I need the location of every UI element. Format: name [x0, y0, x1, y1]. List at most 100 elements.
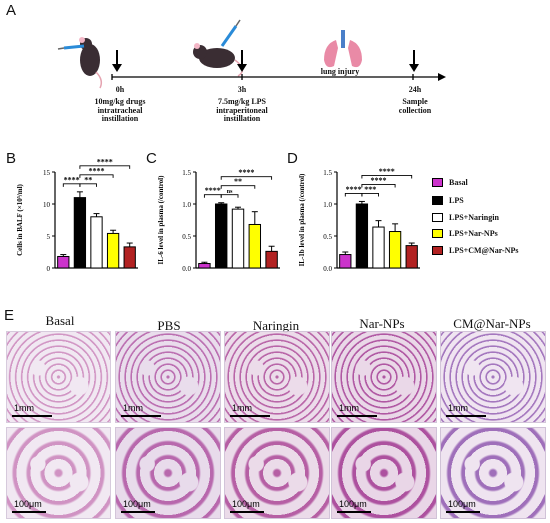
- significance-bracket: [220, 176, 273, 180]
- legend-item: LPS+Naringin: [432, 211, 499, 223]
- legend-swatch: [432, 228, 443, 238]
- significance-label: **: [84, 175, 92, 184]
- scale-bar-label: 1mm: [448, 403, 468, 413]
- bar: [405, 245, 418, 269]
- timepoint-time: 24h: [408, 85, 422, 94]
- legend-label: LPS+Nar-NPs: [449, 228, 498, 238]
- significance-label: ****: [97, 157, 113, 166]
- histology-image: [224, 427, 330, 519]
- scale-bar-label: 100μm: [14, 499, 42, 509]
- timepoint-arrow-0h: [112, 50, 122, 72]
- significance-label: ****: [379, 167, 395, 176]
- scale-bar: [337, 415, 377, 417]
- scale-bar-label: 100μm: [339, 499, 367, 509]
- histology-image: [440, 427, 546, 519]
- significance-label: ****: [238, 168, 254, 177]
- histology-image: [331, 427, 437, 519]
- significance-bracket: [361, 183, 396, 188]
- panel-label-a: A: [6, 2, 17, 19]
- scale-bar-label: 100μm: [123, 499, 151, 509]
- timepoint-time: 3h: [237, 85, 247, 94]
- scale-bar: [121, 415, 161, 417]
- scale-bar-label: 1mm: [232, 403, 252, 413]
- bar: [198, 263, 211, 269]
- timepoint-24h: 24h Sample collection: [380, 85, 450, 115]
- timepoint-arrow-24h: [409, 50, 419, 72]
- bar: [231, 208, 245, 269]
- legend-item: LPS+Nar-NPs: [432, 227, 498, 239]
- bar: [106, 232, 120, 269]
- bar: [57, 255, 70, 269]
- significance-bracket: [79, 183, 97, 187]
- y-axis-label: Cells in BALF (×10⁵/ml): [16, 183, 24, 255]
- y-axis-label: IL-1b level in plasma (/control): [298, 173, 306, 266]
- scale-bar: [230, 511, 264, 513]
- y-tick-label: 1.0: [323, 201, 332, 209]
- scale-bar-label: 1mm: [123, 403, 143, 413]
- legend-label: Basal: [449, 177, 468, 187]
- significance-bracket: [361, 192, 379, 197]
- significance-label: **: [234, 177, 242, 186]
- timepoint-desc: intraperitoneal: [216, 105, 268, 115]
- significance-bracket: [361, 174, 413, 179]
- y-tick-label: 1.0: [182, 201, 191, 209]
- y-tick-label: 0: [47, 265, 51, 273]
- legend-item: LPS+CM@Nar-NPs: [432, 244, 518, 256]
- significance-label: ****: [64, 175, 80, 184]
- legend-label: LPS: [449, 195, 464, 205]
- bar: [355, 203, 369, 269]
- timeline-panel: [57, 19, 446, 89]
- bar: [214, 203, 228, 269]
- scale-bar: [337, 511, 371, 513]
- bar: [248, 223, 262, 269]
- column-title-cm-nar-nps: CM@Nar-NPs: [453, 316, 531, 331]
- column-title-naringin: Naringin: [252, 318, 300, 333]
- lung-injury-label: lung injury: [320, 67, 360, 76]
- bar: [339, 254, 352, 269]
- timepoint-desc: collection: [398, 105, 432, 115]
- timepoint-desc: 10mg/kg drugs: [94, 96, 146, 106]
- legend-swatch: [432, 245, 443, 255]
- timepoint-desc: intratracheal: [97, 105, 143, 115]
- y-axis-label: IL-6 level in plasma (/control): [157, 175, 165, 265]
- bar: [265, 250, 278, 269]
- timepoint-desc: instillation: [223, 114, 261, 124]
- significance-label: ns: [227, 189, 233, 195]
- column-title-nar-nps: Nar-NPs: [359, 316, 405, 331]
- histology-image: [6, 427, 111, 519]
- significance-bracket: [79, 165, 131, 169]
- column-title-pbs: PBS: [157, 318, 181, 333]
- panel-label-e: E: [4, 307, 15, 324]
- bar: [123, 246, 136, 269]
- y-tick-label: 0.0: [323, 265, 332, 273]
- timepoint-desc: instillation: [101, 114, 139, 124]
- y-tick-label: 0.5: [182, 233, 191, 241]
- scale-bar: [12, 415, 52, 417]
- y-tick-label: 0.0: [182, 265, 191, 273]
- legend-label: LPS+Naringin: [449, 212, 499, 222]
- bar: [372, 226, 385, 269]
- significance-bracket: [79, 174, 114, 178]
- legend-swatch: [432, 177, 443, 187]
- timepoint-desc: 7.5mg/kg LPS: [217, 96, 266, 106]
- y-tick-label: 15: [43, 169, 51, 177]
- panel-label-b: B: [6, 150, 17, 167]
- timepoint-desc: Sample: [402, 96, 428, 106]
- scale-bar-label: 1mm: [14, 403, 34, 413]
- legend-item: Basal: [432, 176, 468, 188]
- histology-image: [224, 331, 330, 423]
- scale-bar: [12, 511, 46, 513]
- scale-bar: [121, 511, 155, 513]
- timepoint-arrow-3h: [237, 50, 247, 72]
- significance-label: ****: [346, 185, 362, 194]
- legend-swatch: [432, 212, 443, 222]
- significance-bracket: [220, 194, 239, 198]
- y-tick-label: 1.5: [182, 169, 191, 177]
- histology-image: [331, 331, 437, 423]
- legend-swatch: [432, 195, 443, 205]
- mouse-instillation-icon: [57, 37, 103, 89]
- histology-image: [440, 331, 546, 423]
- timepoint-time: 0h: [115, 85, 125, 94]
- significance-label: ****: [371, 176, 387, 185]
- significance-label: ****: [205, 186, 221, 195]
